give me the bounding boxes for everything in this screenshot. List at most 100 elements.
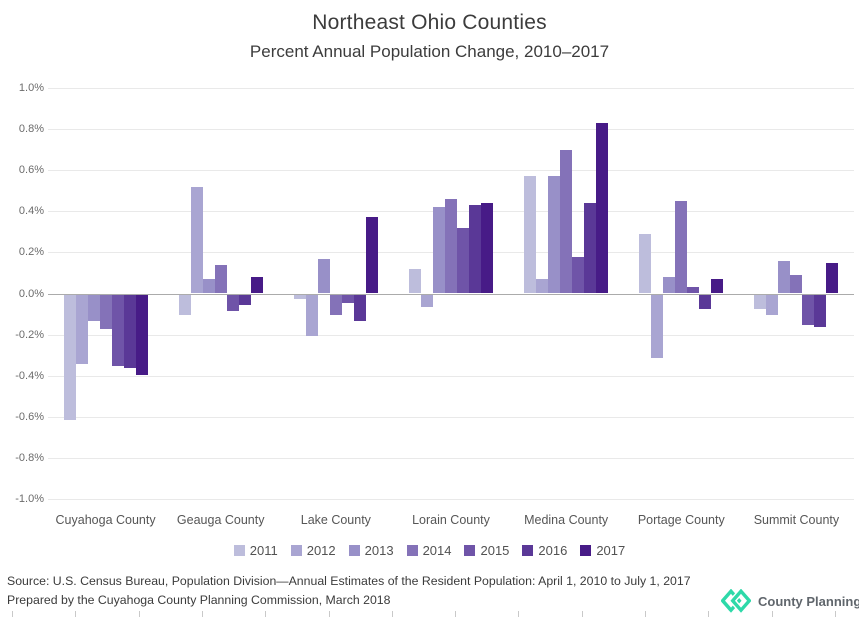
bar — [536, 279, 549, 294]
legend-swatch — [464, 545, 476, 556]
bottom-tick — [201, 611, 203, 617]
bottom-tick — [581, 611, 583, 617]
bar — [814, 294, 827, 328]
bottom-tick — [391, 611, 393, 617]
bar — [226, 294, 239, 311]
chart-title: Northeast Ohio Counties — [312, 11, 547, 34]
y-axis-label: -0.6% — [15, 410, 44, 423]
y-axis-label: 0.8% — [18, 123, 44, 136]
legend-item: 2011 — [233, 543, 278, 558]
bottom-tick — [645, 611, 646, 617]
source-line-1: Source: U.S. Census Bureau, Population D… — [7, 574, 691, 588]
chart-legend: 2011 2012 2013 2014 2015 2016 2017 — [0, 543, 859, 558]
bar — [75, 294, 88, 365]
bar — [651, 294, 664, 359]
legend-item: 2016 — [522, 543, 567, 558]
legend-item: 2017 — [580, 543, 625, 558]
y-axis-label: 0.0% — [18, 287, 44, 300]
y-axis-label: -0.2% — [15, 328, 44, 341]
bottom-tick — [834, 611, 836, 617]
y-axis-label: 0.4% — [18, 205, 44, 218]
bar — [481, 203, 493, 294]
bottom-tick — [12, 611, 13, 617]
bar — [341, 294, 354, 303]
legend-label: 2016 — [538, 543, 568, 558]
bar — [63, 294, 76, 420]
y-axis-label: 0.2% — [18, 246, 44, 259]
gridline — [48, 334, 854, 336]
y-axis-label: -0.8% — [15, 451, 44, 464]
legend-label: 2012 — [306, 543, 336, 558]
bar — [305, 294, 318, 336]
plot-area: 1.0% 0.8% 0.6% 0.4% 0.2% 0.0% -0.2% -0.4% -0.6% -… — [15, 82, 854, 527]
county-planning-logo: County Planning — [721, 589, 859, 613]
legend-swatch — [233, 545, 245, 556]
bar — [687, 287, 700, 294]
bottom-tick — [328, 611, 330, 617]
bottom-tick — [771, 611, 773, 617]
bar — [790, 275, 803, 294]
bar — [409, 268, 421, 294]
x-axis-label: Portage County — [637, 513, 725, 527]
bar — [548, 176, 561, 294]
source-line-2: Prepared by the Cuyahoga County Planning… — [7, 593, 391, 607]
county-planning-logo-icon — [721, 589, 751, 613]
legend-swatch — [522, 545, 534, 556]
bar — [802, 294, 815, 326]
chart-subtitle: Percent Annual Population Change, 2010–2… — [249, 42, 610, 61]
bar — [99, 294, 112, 330]
x-axis-label: Lorain County — [412, 513, 490, 527]
bar — [202, 279, 215, 294]
gridline — [48, 499, 854, 500]
legend-swatch — [406, 545, 418, 556]
bar — [560, 149, 573, 294]
bottom-tick — [75, 611, 77, 617]
bottom-tick-strip — [0, 611, 859, 619]
bottom-tick — [455, 611, 457, 617]
legend-label: 2017 — [596, 543, 626, 558]
gridline — [48, 375, 854, 377]
bar — [469, 205, 481, 294]
x-axis-label: Geauga County — [176, 513, 265, 527]
bottom-tick — [518, 611, 520, 617]
bar — [135, 294, 148, 375]
legend-item: 2012 — [290, 543, 336, 558]
gridline — [48, 170, 854, 172]
county-planning-logo-text: County Planning — [758, 593, 859, 609]
source-note: Source: U.S. Census Bureau, Population D… — [7, 572, 747, 610]
bar — [639, 233, 652, 294]
legend-label: 2011 — [249, 543, 278, 558]
legend-label: 2014 — [422, 543, 452, 558]
legend-item: 2015 — [464, 543, 509, 558]
gridline — [48, 129, 854, 131]
x-axis-label: Summit County — [753, 513, 840, 527]
bottom-tick — [265, 611, 267, 617]
bar — [778, 260, 791, 294]
y-axis-label: 1.0% — [18, 82, 44, 94]
x-axis-label: Cuyahoga County — [55, 513, 156, 527]
bar — [675, 201, 688, 294]
bar — [250, 277, 263, 294]
x-axis-label: Lake County — [300, 513, 371, 527]
gridline — [48, 88, 854, 89]
legend-item: 2013 — [348, 543, 394, 558]
x-axis-label: Medina County — [524, 513, 609, 527]
bar — [317, 258, 330, 294]
bar — [365, 217, 378, 294]
bar — [663, 277, 676, 294]
y-axis-label: -1.0% — [15, 493, 44, 505]
bar — [329, 294, 342, 316]
legend-swatch — [580, 545, 592, 556]
bar — [699, 294, 712, 309]
bar — [596, 122, 609, 294]
bar — [178, 294, 191, 316]
gridline — [48, 416, 854, 418]
bar — [584, 203, 597, 294]
bar — [826, 262, 839, 294]
bar — [457, 227, 469, 294]
bar — [87, 294, 100, 322]
legend-swatch — [348, 545, 360, 556]
bottom-tick — [708, 611, 710, 617]
bar — [123, 294, 136, 369]
